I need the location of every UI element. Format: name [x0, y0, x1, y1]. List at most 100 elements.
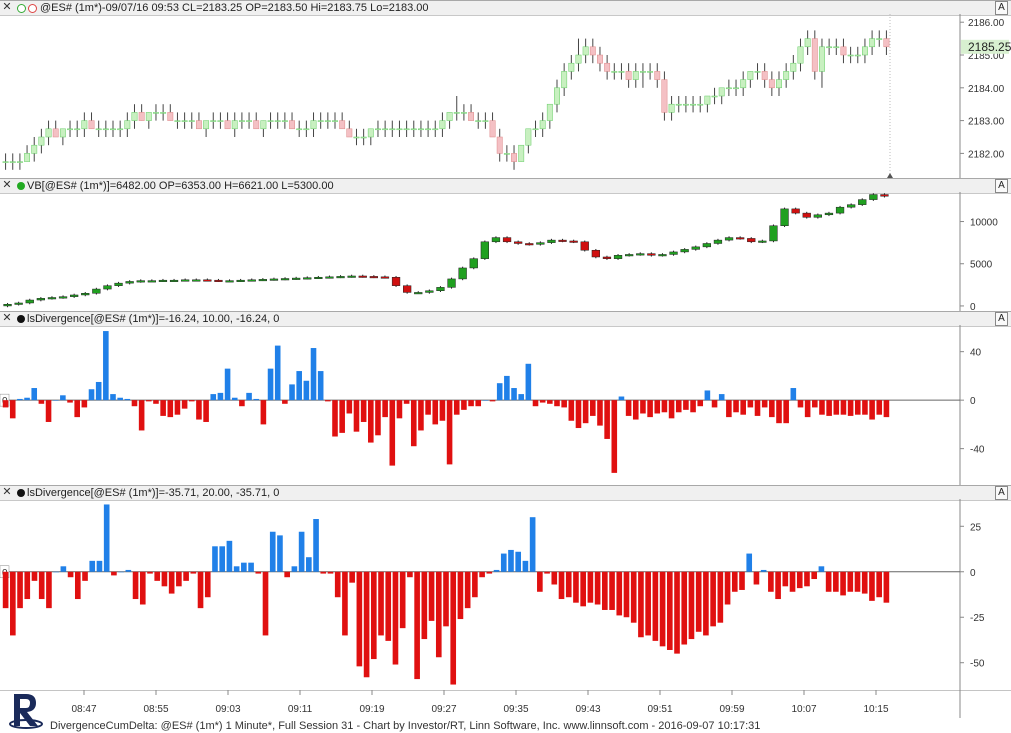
price-candle — [511, 153, 517, 162]
divergence-bar — [346, 400, 353, 414]
price-candle — [747, 71, 754, 80]
autoscale-button[interactable]: A — [995, 486, 1008, 500]
price-candle — [518, 144, 525, 162]
price-candle — [468, 112, 474, 121]
close-pane-icon[interactable]: ✕ — [2, 486, 12, 498]
divergence-bar — [768, 571, 774, 592]
divergence-bar — [392, 571, 399, 665]
close-pane-icon[interactable]: ✕ — [2, 179, 12, 191]
red-status-icon — [28, 4, 37, 13]
divergence-bar — [826, 400, 832, 416]
volume-candle — [802, 212, 811, 218]
divergence-bar — [289, 384, 295, 401]
divergence-bar — [31, 388, 38, 401]
autoscale-button[interactable]: A — [995, 179, 1008, 193]
volume-pane-header: ✕ VB[@ES# (1m*)]=6482.00 OP=6353.00 H=66… — [0, 178, 1011, 194]
volume-candle — [303, 277, 312, 280]
price-candle — [790, 62, 797, 72]
volume-candle — [380, 276, 390, 279]
divergence-bar — [623, 571, 630, 618]
divergence-2-chart-area[interactable]: 0250-25-50 — [0, 499, 1011, 690]
divergence-bar — [783, 400, 789, 424]
divergence-bar — [146, 400, 152, 402]
divergence-bar — [575, 400, 582, 429]
price-candle — [439, 120, 446, 130]
volume-candle — [425, 290, 434, 293]
divergence-bar — [74, 571, 81, 600]
divergence-bar — [565, 571, 572, 598]
price-candle — [310, 120, 317, 130]
divergence-1-chart-area[interactable]: 0400-40 — [0, 325, 1011, 485]
price-candle — [453, 112, 460, 114]
price-candle — [876, 38, 883, 40]
close-pane-icon[interactable]: ✕ — [2, 1, 12, 13]
price-candle — [883, 38, 890, 48]
divergence-bar — [53, 571, 59, 573]
divergence-bar — [403, 400, 410, 404]
divergence-bar — [38, 571, 45, 600]
volume-candle — [225, 280, 234, 283]
divergence-bar — [446, 400, 453, 465]
divergence-bar — [869, 400, 875, 420]
divergence-bar — [554, 400, 560, 407]
price-candle — [317, 120, 324, 122]
divergence-bar — [753, 571, 760, 585]
divergence-bar — [274, 345, 281, 401]
price-candle — [704, 95, 711, 105]
divergence-bar — [407, 571, 413, 578]
divergence-bar — [675, 400, 682, 413]
divergence-bar — [697, 400, 704, 407]
divergence-bar — [342, 571, 348, 636]
autoscale-button[interactable]: A — [995, 312, 1008, 326]
divergence-bar — [428, 571, 435, 621]
divergence-bar — [847, 571, 854, 592]
divergence-bar — [399, 571, 406, 629]
volume-candle — [536, 242, 545, 245]
divergence-bar — [674, 571, 680, 654]
divergence-bar — [396, 400, 403, 419]
divergence-bar — [804, 400, 811, 418]
close-pane-icon[interactable]: ✕ — [2, 312, 12, 324]
volume-candle — [14, 302, 23, 305]
price-candle — [611, 71, 618, 73]
divergence-bar — [796, 571, 803, 589]
divergence-bar — [241, 562, 247, 572]
divergence-bar — [176, 571, 182, 587]
divergence-bar — [883, 400, 890, 418]
divergence-bar — [183, 571, 189, 581]
price-candle — [575, 54, 582, 64]
divergence-bar — [580, 571, 586, 607]
volume-candle — [203, 279, 212, 282]
price-candle — [375, 128, 381, 131]
price-candle — [332, 120, 338, 122]
price-candle — [797, 46, 804, 64]
price-candle — [496, 136, 503, 154]
volume-candle — [391, 276, 401, 286]
volume-candle — [547, 239, 556, 243]
divergence-bar — [246, 392, 252, 401]
time-axis-tick-label: 10:07 — [791, 704, 816, 715]
divergence-bar — [332, 400, 338, 437]
price-candle — [260, 120, 267, 130]
price-candle — [289, 120, 295, 130]
autoscale-button[interactable]: A — [995, 1, 1008, 15]
divergence-bar — [525, 363, 532, 401]
divergence-bar — [486, 571, 493, 574]
price-candle — [768, 79, 775, 89]
divergence-bar — [139, 571, 146, 605]
price-candle — [582, 46, 589, 56]
divergence-bar — [284, 571, 290, 578]
divergence-bar — [10, 571, 16, 636]
price-candle — [819, 46, 825, 72]
divergence-bar — [854, 400, 861, 415]
price-chart-area[interactable]: 2186.00 2185.00 2184.00 2183.00 2182.00 2185.… — [0, 14, 1011, 178]
divergence-bar — [551, 571, 558, 585]
time-axis: 08:47 08:55 09:03 09:11 09:19 09:27 09:35 09:43… — [0, 690, 1011, 718]
divergence-bar — [883, 571, 890, 603]
volume-chart-area[interactable]: 10000 5000 0 — [0, 192, 1011, 311]
price-candle — [854, 54, 861, 57]
divergence-bar — [103, 331, 109, 401]
divergence-bar — [298, 531, 305, 572]
divergence-bar — [89, 560, 96, 572]
price-candle — [539, 120, 546, 130]
